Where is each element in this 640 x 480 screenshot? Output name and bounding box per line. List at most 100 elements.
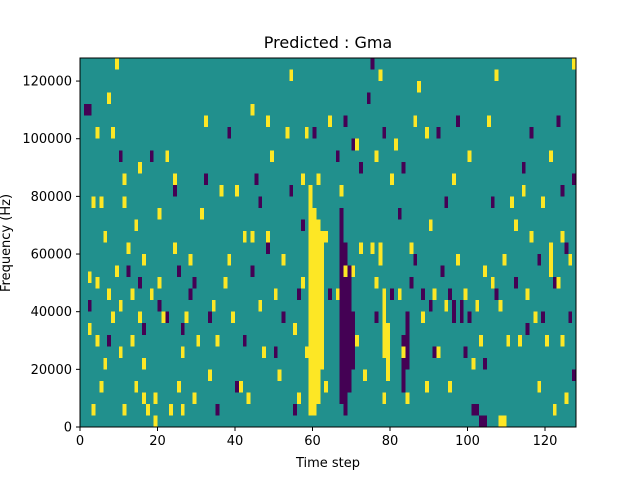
heatmap-cell-high bbox=[157, 207, 162, 220]
y-tick-label: 0 bbox=[64, 421, 72, 436]
heatmap-cell-high bbox=[246, 392, 251, 404]
heatmap-cell-high bbox=[339, 184, 344, 197]
heatmap-cell-high bbox=[312, 207, 317, 416]
heatmap-cell-high bbox=[114, 58, 119, 70]
heatmap-cell-high bbox=[111, 127, 115, 139]
heatmap-cell-low bbox=[254, 173, 259, 185]
heatmap-cell-high bbox=[448, 380, 452, 393]
heatmap-cell-high bbox=[297, 392, 301, 404]
y-axis-label: Frequency (Hz) bbox=[0, 194, 14, 292]
x-tick-label: 120 bbox=[533, 434, 558, 449]
heatmap-cell-high bbox=[541, 196, 545, 208]
heatmap-cell-high bbox=[207, 369, 212, 381]
heatmap-cell-high bbox=[471, 357, 476, 370]
heatmap-cell-high bbox=[188, 254, 193, 266]
heatmap-cell-high bbox=[266, 115, 270, 128]
heatmap-cell-high bbox=[173, 173, 177, 185]
heatmap-cell-low bbox=[405, 311, 410, 370]
heatmap-cell-high bbox=[111, 311, 115, 324]
heatmap-cell-low bbox=[83, 104, 88, 116]
heatmap-cell-low bbox=[494, 288, 499, 301]
heatmap-cell-high bbox=[304, 346, 309, 358]
heatmap-cell-high bbox=[359, 242, 363, 255]
heatmap-cell-high bbox=[165, 150, 170, 162]
heatmap-cell-high bbox=[452, 173, 456, 185]
heatmap-cell-low bbox=[370, 58, 375, 70]
heatmap-cell-high bbox=[475, 300, 480, 312]
x-tick-label: 100 bbox=[455, 434, 480, 449]
heatmap-cell-low bbox=[490, 196, 495, 208]
heatmap-cell-low bbox=[207, 311, 212, 324]
heatmap-cell-high bbox=[95, 127, 100, 139]
heatmap-cell-low bbox=[560, 184, 565, 197]
heatmap-cell-high bbox=[157, 277, 162, 289]
heatmap-cell-high bbox=[545, 334, 549, 347]
heatmap-cell-high bbox=[130, 334, 135, 347]
heatmap-cell-low bbox=[300, 219, 305, 231]
heatmap-cell-low bbox=[382, 127, 387, 139]
heatmap-cell-high bbox=[235, 184, 239, 197]
heatmap-cell-high bbox=[517, 334, 522, 347]
heatmap-cell-low bbox=[409, 277, 414, 289]
y-tick-label: 80000 bbox=[31, 190, 72, 205]
heatmap-cell-high bbox=[525, 288, 530, 301]
x-tick-label: 80 bbox=[382, 434, 399, 449]
plot-frame bbox=[79, 57, 577, 428]
heatmap-cell-high bbox=[103, 230, 108, 243]
heatmap-cell-high bbox=[355, 138, 359, 151]
heatmap-cell-high bbox=[138, 161, 142, 174]
heatmap-cell-low bbox=[475, 403, 480, 416]
heatmap-cell-high bbox=[266, 230, 270, 243]
heatmap-cell-low bbox=[428, 300, 433, 312]
heatmap-cell-low bbox=[215, 403, 220, 416]
heatmap-cell-high bbox=[161, 311, 166, 324]
heatmap-cell-high bbox=[537, 380, 542, 393]
heatmap-cell-low bbox=[107, 334, 111, 347]
heatmap-cell-high bbox=[130, 288, 135, 301]
heatmap-cell-low bbox=[564, 242, 569, 255]
heatmap-cell-low bbox=[157, 300, 162, 312]
heatmap-cell-high bbox=[192, 392, 197, 404]
heatmap-cell-high bbox=[378, 242, 383, 266]
heatmap-cell-high bbox=[293, 323, 297, 335]
heatmap-cell-high bbox=[126, 242, 131, 255]
heatmap-cell-high bbox=[196, 334, 201, 347]
x-tick-label: 60 bbox=[304, 434, 321, 449]
heatmap-cell-high bbox=[122, 403, 127, 416]
heatmap-cell-high bbox=[95, 334, 100, 347]
heatmap-cell-high bbox=[122, 173, 127, 185]
heatmap-cell-high bbox=[308, 184, 313, 416]
heatmap-cell-low bbox=[471, 403, 476, 416]
heatmap-cell-high bbox=[118, 300, 123, 312]
heatmap-cell-low bbox=[572, 369, 576, 381]
heatmap-cell-low bbox=[289, 184, 294, 197]
heatmap-cell-low bbox=[266, 242, 270, 255]
heatmap-cell-high bbox=[250, 104, 255, 116]
heatmap-cell-high bbox=[180, 346, 185, 358]
heatmap-cell-high bbox=[506, 334, 511, 347]
y-axis: 0 20000 40000 60000 80000 100000 120000 bbox=[22, 75, 80, 436]
heatmap-cell-low bbox=[176, 265, 181, 278]
heatmap-cell-low bbox=[541, 311, 545, 324]
heatmap-cell-high bbox=[436, 346, 441, 358]
heatmap-cell-low bbox=[343, 242, 348, 416]
heatmap-cell-high bbox=[204, 115, 208, 128]
heatmap-cell-high bbox=[200, 207, 204, 220]
heatmap-cell-high bbox=[521, 184, 526, 197]
heatmap-cell-low bbox=[273, 346, 278, 358]
heatmap-cell-low bbox=[413, 254, 418, 266]
heatmap-cell-low bbox=[483, 415, 487, 427]
heatmap-cell-low bbox=[421, 288, 425, 301]
heatmap-cell-high bbox=[467, 150, 472, 162]
heatmap-cell-high bbox=[548, 242, 553, 278]
heatmap-cell-high bbox=[180, 403, 185, 416]
heatmap-cell-high bbox=[107, 288, 111, 301]
heatmap-cell-high bbox=[114, 265, 119, 278]
heatmap-cell-high bbox=[393, 138, 398, 151]
heatmap-cell-high bbox=[378, 69, 383, 82]
heatmap-cell-high bbox=[107, 92, 111, 105]
heatmap-cell-high bbox=[142, 392, 146, 404]
x-tick-label: 0 bbox=[76, 434, 84, 449]
heatmap-cell-high bbox=[242, 230, 247, 243]
